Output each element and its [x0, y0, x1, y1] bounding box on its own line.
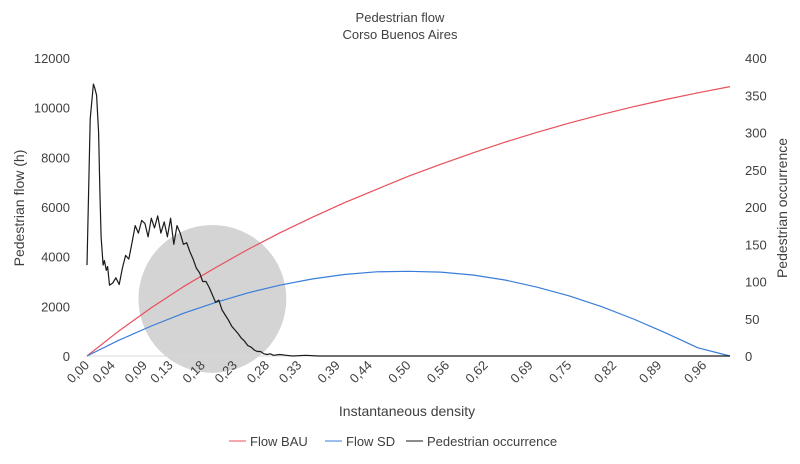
y-right-tick-label: 0: [745, 349, 752, 364]
x-tick-label: 0,62: [462, 358, 491, 387]
x-tick-label: 0,13: [147, 358, 176, 387]
x-tick-label: 0,50: [385, 358, 414, 387]
series-layer: [86, 83, 731, 357]
legend-item-flow-sd[interactable]: Flow SD: [325, 434, 395, 449]
legend: Flow BAU Flow SD Pedestrian occurrence: [229, 434, 557, 449]
x-tick-label: 0,96: [681, 358, 710, 387]
chart-title: Pedestrian flow: [356, 10, 445, 25]
x-tick-label: 0,82: [591, 358, 620, 387]
chart-subtitle: Corso Buenos Aires: [343, 27, 458, 42]
y-left-tick-label: 0: [63, 349, 70, 364]
y-left-tick-label: 10000: [34, 101, 70, 116]
legend-label-pedestrian-occurrence: Pedestrian occurrence: [427, 434, 557, 449]
y-left-tick-label: 12000: [34, 51, 70, 66]
legend-item-flow-bau[interactable]: Flow BAU: [229, 434, 308, 449]
y-left-tick-label: 2000: [41, 299, 70, 314]
x-tick-label: 0,89: [636, 358, 665, 387]
y-left-tick-label: 4000: [41, 250, 70, 265]
y-axis-left-label: Pedestrian flow (h): [11, 150, 27, 267]
x-tick-label: 0,33: [276, 358, 305, 387]
x-tick-label: 0,39: [314, 358, 343, 387]
y-right-tick-label: 150: [745, 237, 767, 252]
x-tick-label: 0,69: [507, 358, 536, 387]
y-left-tick-label: 6000: [41, 200, 70, 215]
x-tick-label: 0,04: [89, 358, 118, 387]
y-right-tick-label: 50: [745, 312, 759, 327]
legend-item-pedestrian-occurrence[interactable]: Pedestrian occurrence: [406, 434, 557, 449]
series-line-flow-sd: [86, 270, 731, 357]
series-line-flow-bau: [86, 86, 731, 357]
x-axis-label: Instantaneous density: [339, 403, 475, 419]
x-tick-label: 0,44: [347, 358, 376, 387]
x-tick-label: 0,09: [121, 358, 150, 387]
legend-label-flow-bau: Flow BAU: [250, 434, 308, 449]
highlight-circle: [138, 224, 287, 373]
y-left-tick-label: 8000: [41, 150, 70, 165]
y-right-tick-label: 300: [745, 126, 767, 141]
y-right-tick-label: 200: [745, 200, 767, 215]
annotation-layer: [138, 224, 287, 373]
legend-label-flow-sd: Flow SD: [346, 434, 395, 449]
x-tick-label: 0,56: [424, 358, 453, 387]
y-right-tick-label: 350: [745, 88, 767, 103]
series-line-pedestrian-occurrence: [86, 83, 730, 357]
x-tick-label: 0,75: [546, 358, 575, 387]
y-axis-right-label: Pedestrian occurrence: [774, 138, 790, 278]
y-right-tick-label: 400: [745, 51, 767, 66]
y-right-tick-label: 100: [745, 275, 767, 290]
y-right-tick-label: 250: [745, 163, 767, 178]
